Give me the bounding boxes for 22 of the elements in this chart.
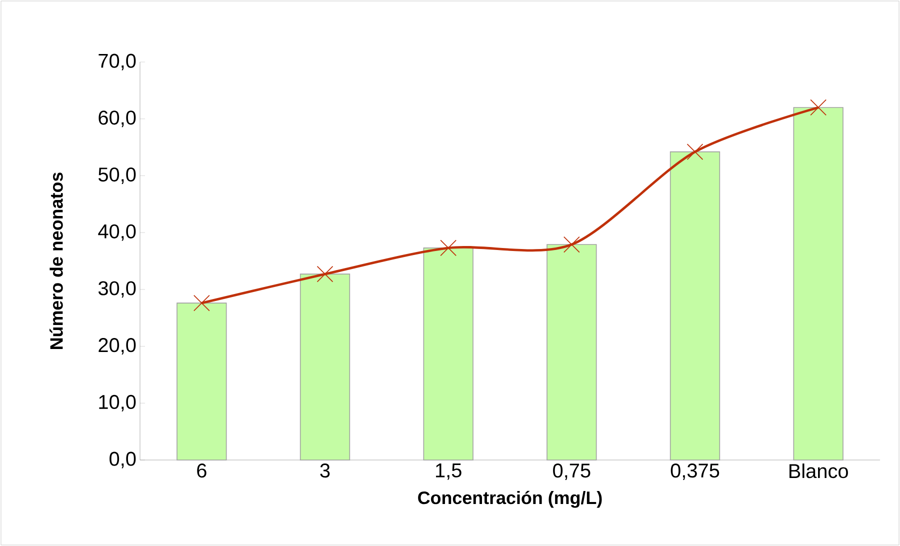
x-tick-label: 1,5 bbox=[436, 464, 462, 480]
x-tick-label: 3 bbox=[320, 464, 330, 478]
y-tick-label: 30,0 bbox=[98, 281, 136, 298]
y-tick-label: 60,0 bbox=[98, 110, 136, 128]
point bbox=[316, 266, 334, 282]
y-tick-label: 50,0 bbox=[98, 167, 136, 184]
x-axis-title: Concentración (mg/L) bbox=[418, 490, 602, 508]
y-tick-label: 0,0 bbox=[110, 452, 136, 468]
y-tick-label: 70,0 bbox=[98, 54, 136, 70]
point bbox=[686, 144, 704, 160]
point bbox=[193, 294, 210, 312]
x-tick-label: Blanco bbox=[790, 464, 848, 478]
y-tick-label: 20,0 bbox=[98, 338, 136, 355]
x-tick-label: 6 bbox=[197, 464, 206, 478]
x-tick-label: 0,75 bbox=[553, 464, 590, 480]
point bbox=[810, 99, 827, 116]
point bbox=[440, 240, 457, 256]
x-tick-label: 0,375 bbox=[670, 464, 720, 480]
point bbox=[563, 236, 580, 253]
y-axis-title: Número de neonatos bbox=[50, 172, 63, 349]
y-tick-label: 10,0 bbox=[99, 394, 136, 412]
y-tick-label: 40,0 bbox=[98, 224, 136, 241]
